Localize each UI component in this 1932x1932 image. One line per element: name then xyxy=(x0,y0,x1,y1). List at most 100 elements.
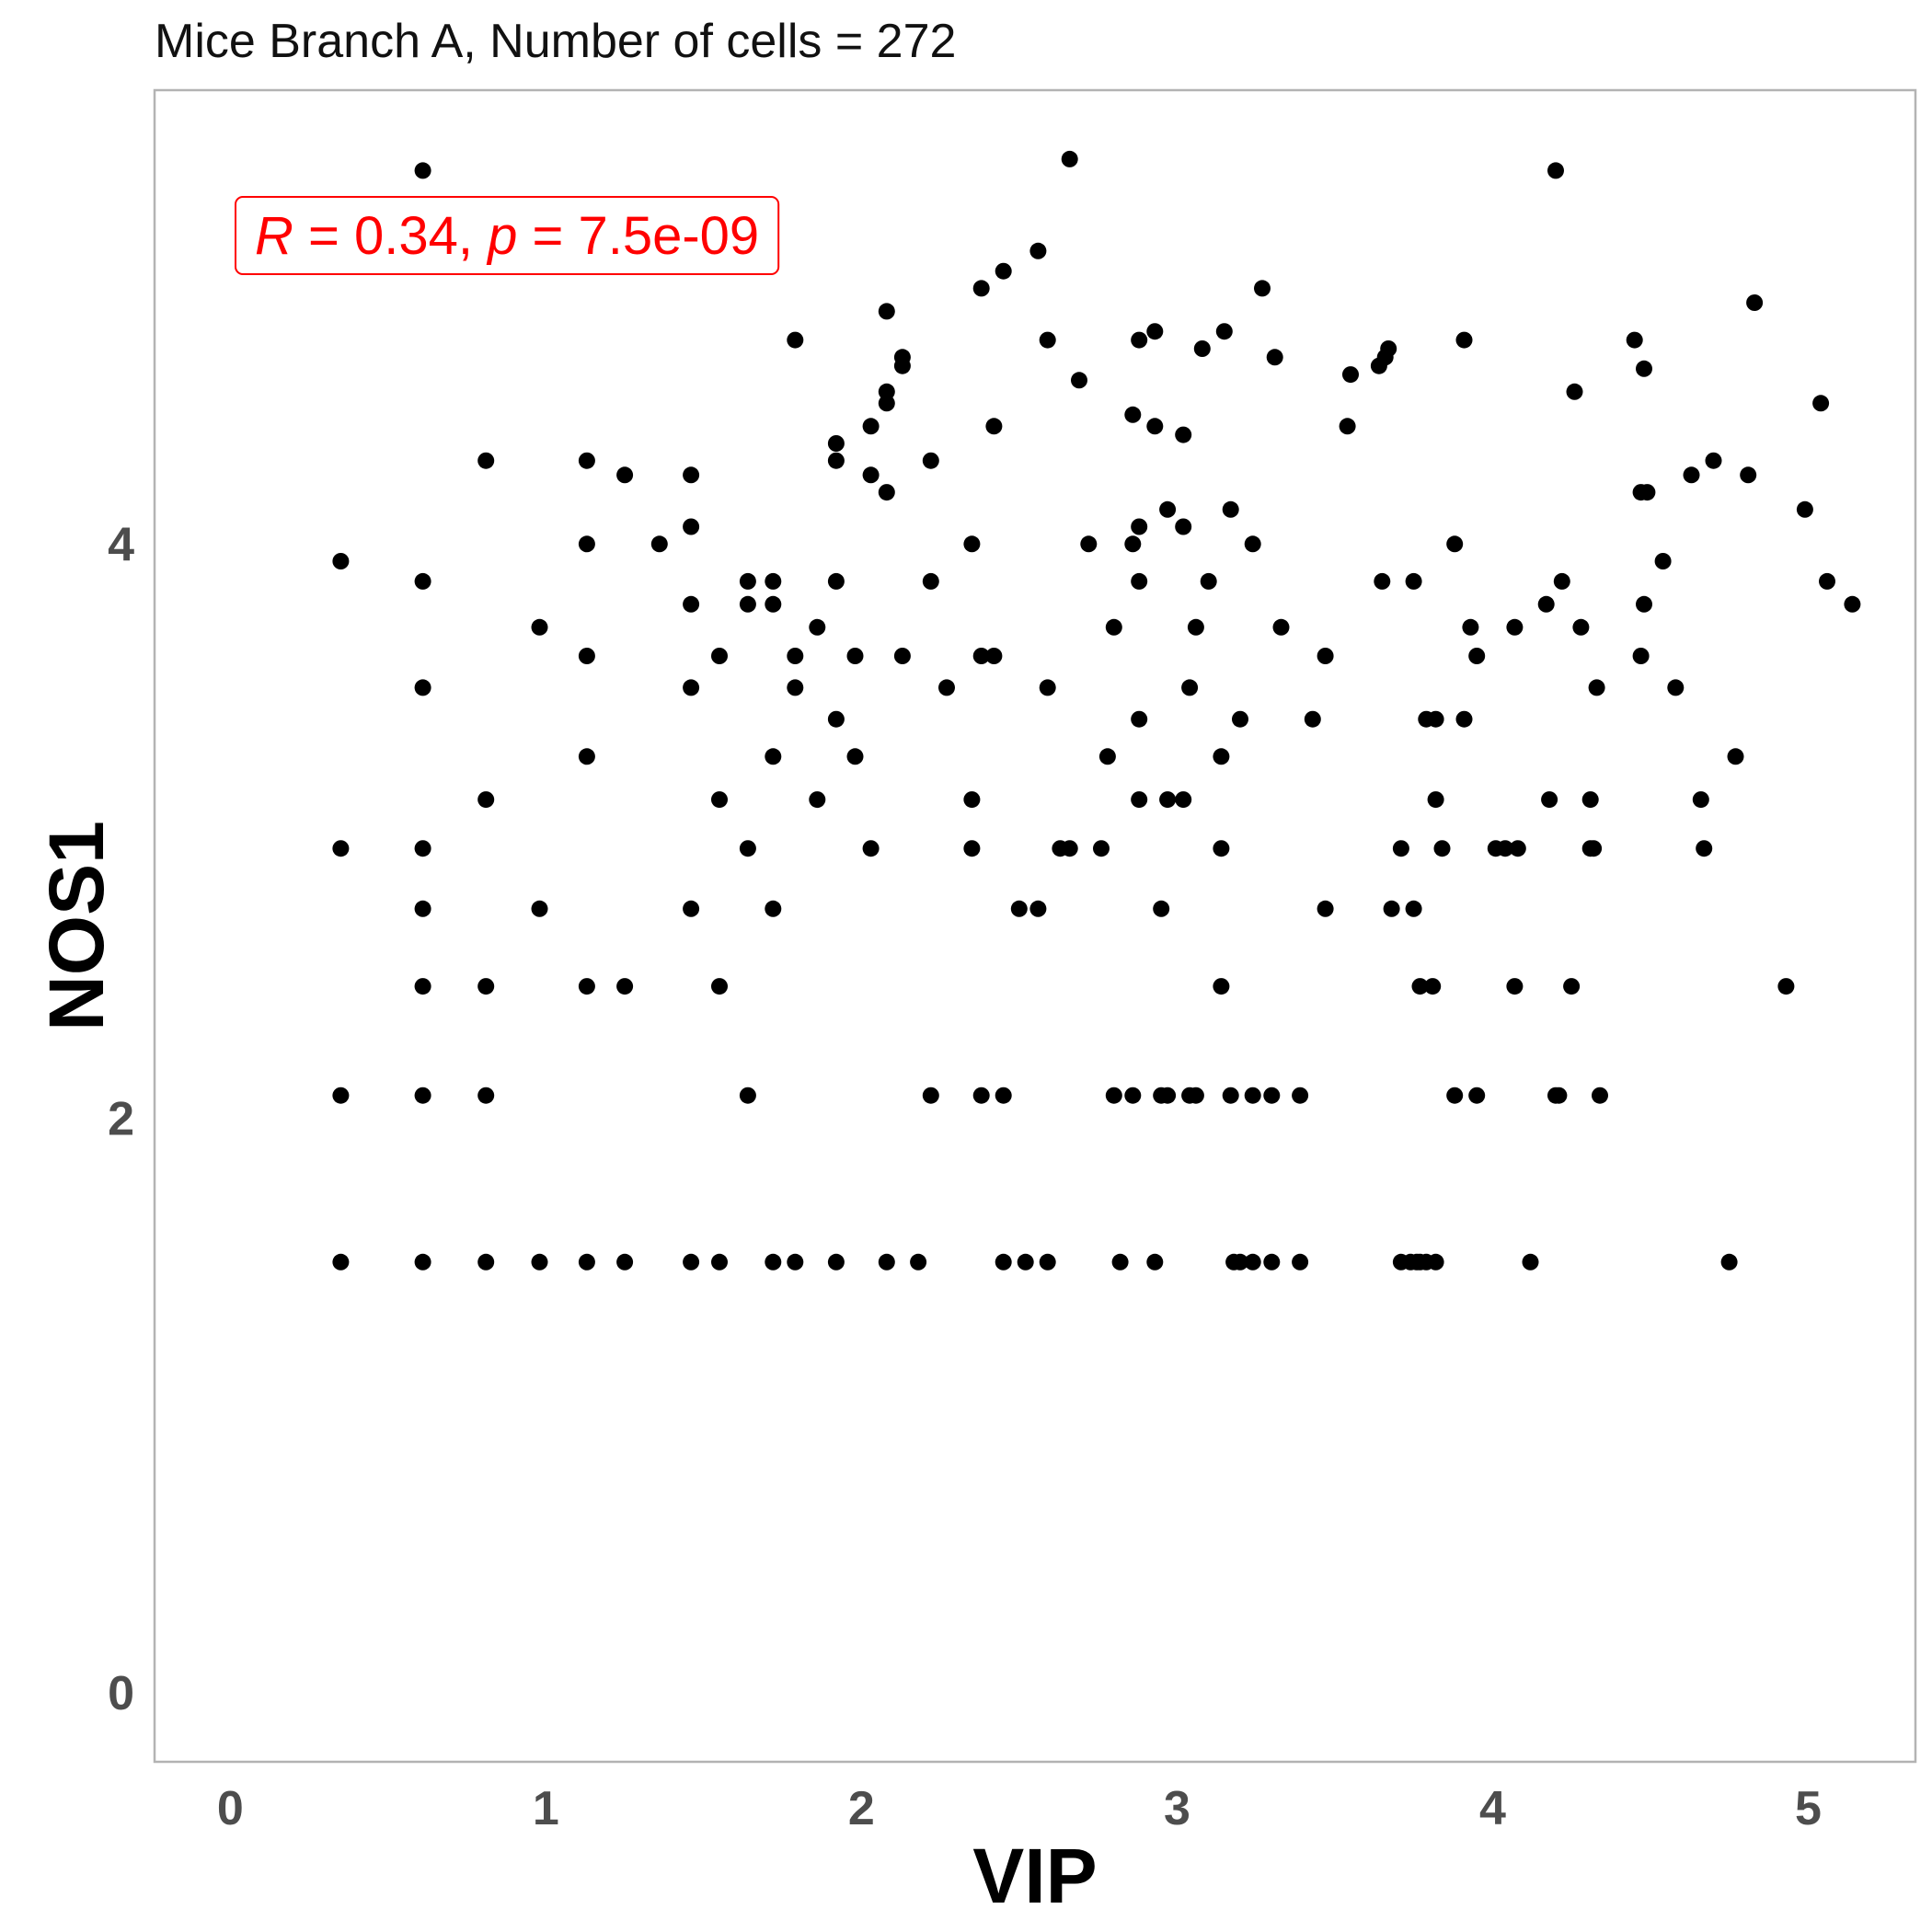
data-point xyxy=(1124,406,1142,423)
data-point xyxy=(862,466,880,484)
data-point xyxy=(1080,535,1098,553)
data-point xyxy=(1455,710,1473,728)
data-point xyxy=(972,280,990,297)
data-point xyxy=(1222,500,1239,518)
data-point xyxy=(578,978,595,995)
data-point xyxy=(938,679,955,696)
data-point xyxy=(963,840,981,857)
data-point xyxy=(1537,595,1555,613)
data-point xyxy=(1411,978,1429,995)
data-point xyxy=(414,1253,431,1271)
x-axis-ticks: 0 1 2 3 4 5 xyxy=(217,1782,1822,1835)
data-point xyxy=(787,331,804,349)
data-point xyxy=(1720,1253,1738,1271)
data-point xyxy=(1039,679,1056,696)
data-point xyxy=(1061,840,1078,857)
data-point xyxy=(477,791,495,809)
data-point xyxy=(893,648,911,664)
data-point xyxy=(1541,791,1558,809)
data-point xyxy=(1374,572,1391,590)
data-point xyxy=(1455,331,1473,349)
data-point xyxy=(963,791,981,809)
data-point xyxy=(809,791,826,809)
data-point xyxy=(739,595,756,613)
data-point xyxy=(1446,535,1464,553)
data-point xyxy=(787,1253,804,1271)
x-tick-label: 2 xyxy=(848,1782,875,1835)
data-point xyxy=(1181,679,1199,696)
data-point xyxy=(414,162,431,179)
data-point xyxy=(616,978,634,995)
data-point xyxy=(878,1253,895,1271)
data-point xyxy=(1071,372,1087,389)
data-points xyxy=(332,150,1861,1271)
data-point xyxy=(1696,840,1713,857)
data-point xyxy=(1175,518,1192,535)
data-point xyxy=(1667,679,1685,696)
data-point xyxy=(1244,535,1261,553)
data-point xyxy=(1592,1087,1608,1104)
data-point xyxy=(846,648,864,664)
data-point xyxy=(1740,466,1757,484)
data-point xyxy=(1317,900,1334,917)
annotation-p-value: = 7.5e-09 xyxy=(517,206,759,266)
data-point xyxy=(963,535,981,553)
data-point xyxy=(809,618,826,636)
data-point xyxy=(1727,748,1744,765)
data-point xyxy=(1796,500,1813,518)
data-point xyxy=(739,840,756,857)
data-point xyxy=(1654,553,1672,569)
data-point xyxy=(1342,366,1359,384)
data-point xyxy=(414,1087,431,1104)
data-point xyxy=(1777,978,1795,995)
data-point xyxy=(765,900,782,917)
data-point xyxy=(1392,840,1409,857)
data-point xyxy=(1131,791,1148,809)
data-point xyxy=(683,466,700,484)
data-point xyxy=(1244,1087,1261,1104)
data-point xyxy=(578,648,595,664)
data-point xyxy=(1254,280,1271,297)
data-point xyxy=(1263,1087,1281,1104)
data-point xyxy=(1159,500,1177,518)
data-point xyxy=(1522,1253,1539,1271)
data-point xyxy=(878,383,895,400)
data-point xyxy=(1029,900,1047,917)
data-point xyxy=(1547,162,1564,179)
annotation-box xyxy=(235,196,780,275)
data-point xyxy=(1039,1253,1056,1271)
data-point xyxy=(332,1087,350,1104)
data-point xyxy=(922,1087,939,1104)
data-point xyxy=(1506,618,1524,636)
data-point xyxy=(1588,679,1605,696)
data-point xyxy=(650,535,668,553)
data-point xyxy=(1553,572,1570,590)
data-point xyxy=(1427,1253,1444,1271)
annotation-text: R = 0.34, p = 7.5e-09 xyxy=(255,206,759,266)
data-point xyxy=(477,1253,495,1271)
data-point xyxy=(616,466,634,484)
data-point xyxy=(531,618,548,636)
data-point xyxy=(995,1253,1012,1271)
data-point xyxy=(985,418,1003,435)
data-point xyxy=(414,900,431,917)
data-point xyxy=(1215,323,1233,340)
data-point xyxy=(1339,418,1356,435)
data-point xyxy=(1131,331,1148,349)
data-point xyxy=(332,553,350,569)
data-point xyxy=(683,1253,700,1271)
data-point xyxy=(1636,595,1652,613)
data-point xyxy=(1187,618,1204,636)
data-point xyxy=(878,303,895,320)
data-point xyxy=(1819,572,1835,590)
data-point xyxy=(878,484,895,501)
data-point xyxy=(1746,294,1764,311)
data-point xyxy=(711,1253,728,1271)
data-point xyxy=(1010,900,1028,917)
data-point xyxy=(1550,1087,1568,1104)
data-point xyxy=(683,518,700,535)
data-point xyxy=(1462,618,1479,636)
data-point xyxy=(1506,978,1524,995)
data-point xyxy=(1705,452,1722,469)
